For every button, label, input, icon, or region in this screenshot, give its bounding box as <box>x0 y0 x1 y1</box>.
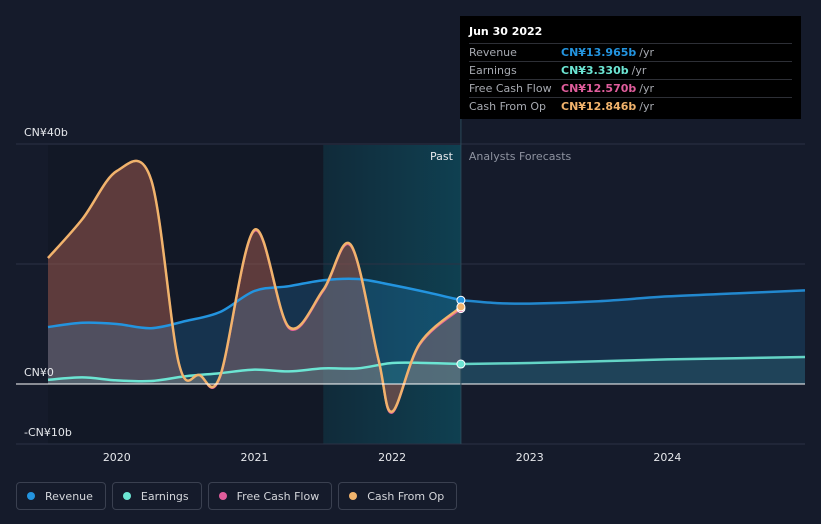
legend-dot-icon <box>349 492 358 500</box>
marker-earnings <box>456 359 466 369</box>
tooltip-row-earnings: Earnings CN¥3.330b /yr <box>469 61 792 79</box>
tooltip-unit: /yr <box>639 82 655 95</box>
tooltip-label: Earnings <box>469 64 517 77</box>
series-line-revenue <box>47 277 462 330</box>
legend-dot-icon <box>122 492 131 500</box>
marker-cash-from-op <box>456 302 466 312</box>
series-line-earnings-forecast <box>460 355 806 366</box>
tooltip-row-revenue: Revenue CN¥13.965b /yr <box>469 43 792 61</box>
legend-dot-icon <box>27 492 35 500</box>
legend-label: Earnings <box>140 489 189 503</box>
tooltip-date: Jun 30 2022 <box>469 25 543 38</box>
tooltip-value: CN¥12.570b <box>561 82 637 95</box>
tooltip-row-free-cash-flow: Free Cash Flow CN¥12.570b /yr <box>469 79 792 97</box>
tooltip-unit: /yr <box>639 100 655 113</box>
tooltip-value: CN¥13.965b <box>561 46 637 59</box>
y-tick-label: CN¥0 <box>24 366 54 379</box>
legend-item-revenue[interactable]: Revenue <box>16 482 106 510</box>
tooltip-value: CN¥3.330b <box>561 64 629 77</box>
past-label: Past <box>430 150 454 163</box>
tooltip-unit: /yr <box>631 64 647 77</box>
area-revenue-forecast <box>460 290 805 384</box>
area-cash-from-op <box>48 160 461 412</box>
tooltip-label: Revenue <box>469 46 517 59</box>
legend-label: Free Cash Flow <box>236 489 320 503</box>
tooltip-value: CN¥12.846b <box>561 100 637 113</box>
x-tick-label: 2021 <box>240 451 268 464</box>
tooltip-row-cash-from-op: Cash From Op CN¥12.846b /yr <box>469 97 792 115</box>
area-revenue <box>48 278 461 384</box>
y-tick-label: -CN¥10b <box>24 426 72 439</box>
series-line-earnings <box>47 361 461 383</box>
legend: Revenue Earnings Free Cash Flow Cash Fro… <box>16 482 458 510</box>
x-tick-label: 2022 <box>378 451 406 464</box>
x-tick-label: 2024 <box>653 451 681 464</box>
tooltip-label: Free Cash Flow <box>469 82 552 95</box>
tooltip-unit: /yr <box>639 46 655 59</box>
area-earnings <box>48 362 461 384</box>
y-tick-label: CN¥40b <box>24 126 68 139</box>
series-line-revenue-forecast <box>460 289 806 305</box>
legend-item-cash-from-op[interactable]: Cash From Op <box>338 482 458 510</box>
legend-item-earnings[interactable]: Earnings <box>111 482 202 510</box>
series-line-cash-from-op <box>47 159 462 413</box>
tooltip-label: Cash From Op <box>469 100 547 113</box>
legend-item-free-cash-flow[interactable]: Free Cash Flow <box>207 482 333 510</box>
legend-label: Revenue <box>45 489 93 503</box>
legend-dot-icon <box>218 492 227 500</box>
legend-label: Cash From Op <box>367 489 445 503</box>
forecast-label: Analysts Forecasts <box>469 150 572 163</box>
x-tick-label: 2023 <box>516 451 544 464</box>
tooltip: Jun 30 2022 Revenue CN¥13.965b /yr Earni… <box>460 16 801 119</box>
x-tick-label: 2020 <box>103 451 131 464</box>
